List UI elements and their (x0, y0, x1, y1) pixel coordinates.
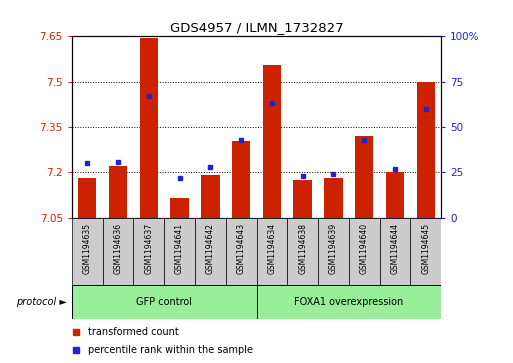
Bar (78, 179, 96, 218)
Text: GSM1194644: GSM1194644 (390, 223, 400, 274)
Bar (293, 180, 312, 218)
Bar (72, 285, 256, 319)
Bar (263, 65, 281, 218)
Title: GDS4957 / ILMN_1732827: GDS4957 / ILMN_1732827 (170, 21, 343, 34)
Text: GFP control: GFP control (136, 297, 192, 307)
Text: GSM1194636: GSM1194636 (113, 223, 123, 274)
Bar (287, 218, 318, 285)
Bar (133, 218, 164, 285)
Bar (318, 218, 349, 285)
Text: GSM1194639: GSM1194639 (329, 223, 338, 274)
Bar (103, 218, 133, 285)
Bar (256, 218, 287, 285)
Text: GSM1194641: GSM1194641 (175, 223, 184, 274)
Text: transformed count: transformed count (88, 327, 179, 337)
Bar (324, 179, 343, 218)
Text: percentile rank within the sample: percentile rank within the sample (88, 345, 253, 355)
Text: GSM1194645: GSM1194645 (421, 223, 430, 274)
Text: GSM1194643: GSM1194643 (236, 223, 246, 274)
Bar (417, 82, 435, 218)
Bar (164, 218, 195, 285)
Bar (195, 218, 226, 285)
Text: GSM1194642: GSM1194642 (206, 223, 215, 274)
Bar (355, 136, 373, 218)
Bar (410, 218, 441, 285)
Bar (226, 218, 256, 285)
Text: GSM1194634: GSM1194634 (267, 223, 277, 274)
Bar (349, 218, 380, 285)
Text: GSM1194640: GSM1194640 (360, 223, 369, 274)
Bar (109, 166, 127, 218)
Text: GSM1194635: GSM1194635 (83, 223, 92, 274)
Text: GSM1194638: GSM1194638 (298, 223, 307, 274)
Bar (170, 198, 189, 218)
Bar (201, 175, 220, 218)
Bar (72, 218, 103, 285)
Bar (386, 172, 404, 218)
Bar (232, 141, 250, 218)
Bar (380, 218, 410, 285)
Text: FOXA1 overexpression: FOXA1 overexpression (294, 297, 403, 307)
Bar (140, 38, 158, 218)
Text: protocol ►: protocol ► (16, 297, 67, 307)
Text: GSM1194637: GSM1194637 (144, 223, 153, 274)
Bar (256, 285, 441, 319)
